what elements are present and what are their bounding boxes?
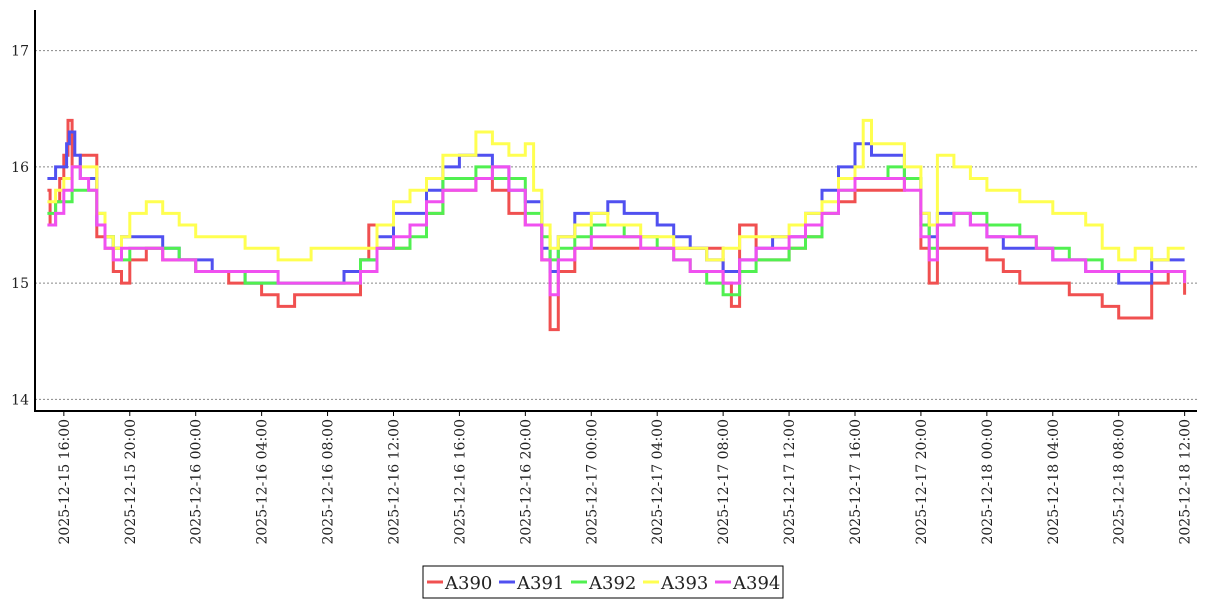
series-line-A391 [47, 130, 1185, 285]
legend-label: A394 [732, 573, 780, 594]
x-tick-label: 2025-12-17 20:00 [914, 419, 930, 545]
axes [34, 10, 1197, 412]
y-tick-label: 15 [11, 276, 29, 292]
series-line-A392 [47, 165, 1185, 297]
legend-label: A392 [588, 573, 636, 594]
x-tick-label: 2025-12-16 20:00 [518, 419, 534, 545]
y-tick-label: 17 [11, 44, 29, 60]
legend-label: A391 [516, 573, 564, 594]
x-tick-label: 2025-12-16 00:00 [189, 419, 205, 545]
x-tick-label: 2025-12-16 16:00 [452, 419, 468, 545]
legend-label: A390 [444, 573, 492, 594]
x-ticks: 2025-12-15 16:00 2025-12-15 20:00 2025-12-… [57, 411, 1194, 545]
x-tick-label: 2025-12-16 08:00 [321, 419, 337, 545]
x-tick-label: 2025-12-18 04:00 [1046, 419, 1062, 545]
y-tick-label: 14 [11, 392, 29, 408]
x-tick-label: 2025-12-18 00:00 [980, 419, 996, 545]
x-tick-label: 2025-12-17 04:00 [650, 419, 666, 545]
series-lines [47, 118, 1187, 332]
legend-label: A393 [660, 573, 708, 594]
x-tick-label: 2025-12-18 08:00 [1112, 419, 1128, 545]
series-line-A393 [47, 118, 1185, 262]
x-tick-label: 2025-12-18 12:00 [1178, 419, 1194, 545]
x-tick-label: 2025-12-16 12:00 [386, 419, 402, 545]
x-tick-label: 2025-12-17 08:00 [716, 419, 732, 545]
x-tick-label: 2025-12-15 16:00 [57, 419, 73, 545]
x-tick-label: 2025-12-16 04:00 [255, 419, 271, 545]
series-line-A394 [47, 165, 1187, 297]
y-tick-label: 16 [11, 160, 29, 176]
x-tick-label: 2025-12-17 12:00 [782, 419, 798, 545]
y-ticks: 14 15 16 17 [11, 44, 29, 409]
x-tick-label: 2025-12-17 00:00 [584, 419, 600, 545]
legend: A390 A391 A392 A393 A394 [422, 565, 784, 599]
x-tick-label: 2025-12-15 20:00 [123, 419, 139, 545]
x-tick-label: 2025-12-17 16:00 [848, 419, 864, 545]
